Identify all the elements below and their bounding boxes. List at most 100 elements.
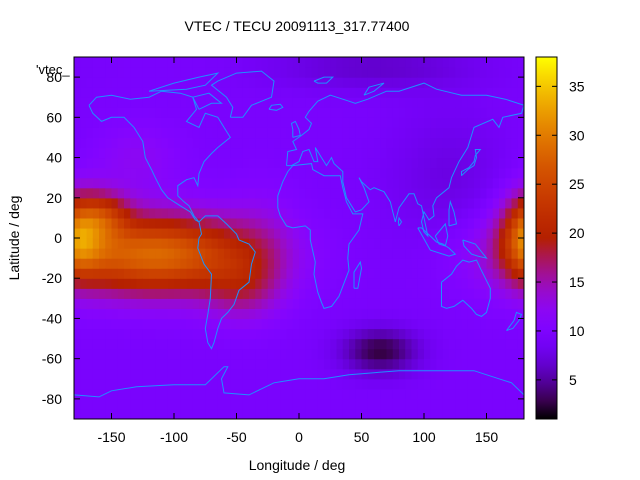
heatmap-cell — [405, 97, 413, 108]
heatmap-cell — [124, 298, 131, 309]
heatmap-cell — [117, 408, 125, 419]
heatmap-cell — [292, 368, 300, 380]
heatmap-cell — [367, 348, 375, 360]
heatmap-cell — [436, 117, 444, 128]
heatmap-cell — [336, 318, 344, 330]
heatmap-cell — [492, 348, 500, 360]
heatmap-cell — [180, 197, 188, 209]
heatmap-cell — [236, 308, 244, 320]
heatmap-cell — [242, 157, 250, 169]
heatmap-cell — [292, 298, 300, 309]
heatmap-cell — [180, 177, 188, 189]
heatmap-cell — [149, 258, 156, 269]
heatmap-cell — [399, 177, 406, 189]
heatmap-cell — [130, 87, 138, 98]
heatmap-cell — [130, 248, 138, 259]
heatmap-cell — [142, 408, 150, 419]
heatmap-cell — [174, 298, 181, 309]
heatmap-cell — [286, 207, 294, 219]
heatmap-cell — [130, 177, 138, 189]
heatmap-cell — [511, 398, 519, 410]
heatmap-cell — [205, 227, 213, 239]
heatmap-cell — [436, 378, 444, 390]
heatmap-cell — [167, 127, 175, 139]
heatmap-cell — [374, 117, 381, 128]
heatmap-cell — [480, 398, 488, 410]
heatmap-cell — [130, 147, 138, 159]
heatmap-cell — [505, 358, 513, 370]
heatmap-cell — [349, 67, 356, 78]
heatmap-cell — [517, 258, 524, 269]
heatmap-cell — [330, 248, 338, 259]
heatmap-cell — [199, 177, 206, 189]
chart-title: VTEC / TECU 20091113_317.77400 — [185, 18, 410, 34]
heatmap-cell — [336, 238, 344, 249]
heatmap-cell — [286, 177, 294, 189]
heatmap-cell — [255, 57, 263, 68]
heatmap-cell — [442, 398, 450, 410]
heatmap-cell — [99, 57, 106, 68]
heatmap-cell — [155, 137, 163, 149]
heatmap-cell — [411, 288, 419, 299]
heatmap-cell — [511, 268, 519, 279]
heatmap-cell — [336, 77, 344, 88]
heatmap-cell — [105, 318, 113, 330]
heatmap-cell — [305, 117, 313, 128]
heatmap-cell — [474, 107, 481, 118]
heatmap-cell — [292, 288, 300, 299]
heatmap-cell — [255, 268, 263, 279]
heatmap-cell — [517, 77, 524, 88]
heatmap-cell — [236, 197, 244, 209]
heatmap-cell — [249, 137, 256, 149]
heatmap-cell — [449, 328, 456, 340]
heatmap-cell — [205, 187, 213, 199]
heatmap-cell — [205, 358, 213, 370]
heatmap-cell — [267, 358, 275, 370]
heatmap-cell — [236, 278, 244, 289]
heatmap-cell — [305, 328, 313, 340]
heatmap-cell — [486, 258, 494, 269]
heatmap-cell — [342, 298, 350, 309]
heatmap-cell — [324, 368, 331, 380]
heatmap-cell — [124, 308, 131, 320]
heatmap-cell — [324, 177, 331, 189]
heatmap-cell — [436, 77, 444, 88]
heatmap-cell — [317, 358, 325, 370]
heatmap-cell — [142, 318, 150, 330]
coastline-indonesia — [417, 227, 457, 257]
heatmap-cell — [355, 258, 363, 269]
heatmap-cell — [361, 298, 369, 309]
heatmap-cell — [155, 388, 163, 400]
heatmap-cell — [286, 318, 294, 330]
heatmap-cell — [236, 97, 244, 108]
heatmap-cell — [317, 67, 325, 78]
heatmap-cell — [99, 328, 106, 340]
heatmap-cell — [242, 97, 250, 108]
heatmap-cell — [342, 87, 350, 98]
heatmap-cell — [86, 197, 94, 209]
heatmap-cell — [255, 338, 263, 350]
heatmap-cell — [136, 328, 144, 340]
heatmap-cell — [324, 248, 331, 259]
heatmap-cell — [274, 177, 281, 189]
heatmap-cell — [374, 197, 381, 209]
heatmap-cell — [261, 207, 269, 219]
heatmap-cell — [80, 248, 88, 259]
heatmap-cell — [267, 147, 275, 159]
heatmap-cell — [430, 67, 438, 78]
heatmap-cell — [349, 318, 356, 330]
heatmap-cell — [405, 107, 413, 118]
heatmap-cell — [449, 408, 456, 419]
heatmap-cell — [355, 197, 363, 209]
heatmap-cell — [317, 258, 325, 269]
heatmap-cell — [442, 378, 450, 390]
heatmap-cell — [474, 288, 481, 299]
heatmap-cell — [74, 147, 81, 159]
heatmap-cell — [205, 298, 213, 309]
heatmap-cell — [236, 227, 244, 239]
heatmap-cell — [224, 338, 231, 350]
heatmap-cell — [517, 268, 524, 279]
heatmap-cell — [161, 107, 169, 118]
heatmap-cell — [167, 378, 175, 390]
